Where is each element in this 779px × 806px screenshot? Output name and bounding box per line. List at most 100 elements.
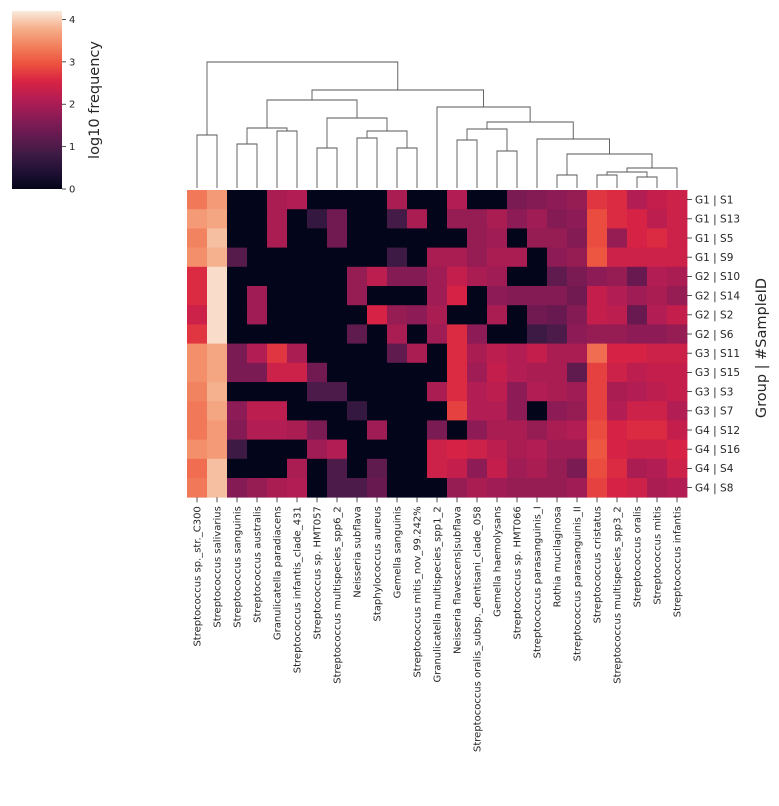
heatmap-cell (447, 401, 468, 421)
heatmap-cell (307, 382, 328, 402)
heatmap-cell (407, 266, 428, 287)
heatmap-cell (607, 190, 628, 210)
heatmap-cell (367, 439, 388, 460)
colorbar-label: log10 frequency (87, 41, 103, 159)
heatmap-cell (347, 286, 368, 306)
row-label: G2 | S6 (695, 329, 734, 341)
heatmap-cell (527, 305, 548, 325)
heatmap-cell (247, 401, 268, 421)
heatmap-cell (527, 420, 548, 440)
heatmap-cell (367, 478, 388, 498)
heatmap-cell (507, 247, 528, 268)
heatmap-cell (447, 324, 468, 344)
heatmap-cell (367, 420, 388, 440)
heatmap-cell (207, 324, 228, 344)
heatmap-cell (247, 209, 268, 229)
heatmap-cell (447, 382, 468, 402)
heatmap-cell (267, 362, 288, 383)
heatmap-cell (387, 190, 408, 210)
heatmap-cell (407, 478, 428, 498)
heatmap-cell (187, 439, 208, 460)
row-label: G2 | S2 (695, 310, 733, 322)
heatmap-cell (487, 439, 508, 460)
heatmap-cell (387, 324, 408, 344)
heatmap-cell (327, 266, 348, 287)
heatmap-cell (447, 478, 468, 498)
heatmap-cell (267, 401, 288, 421)
heatmap-cell (587, 478, 608, 498)
heatmap-cell (487, 362, 508, 383)
heatmap-cell (407, 209, 428, 229)
column-label: Streptococcus sp. HMT057 (313, 506, 324, 639)
heatmap-cell (327, 286, 348, 306)
heatmap-cell (667, 382, 688, 402)
heatmap-cell (567, 247, 588, 268)
heatmap-cell (307, 305, 328, 325)
heatmap-cell (367, 458, 388, 479)
heatmap-cells (187, 190, 688, 498)
heatmap-cell (547, 420, 568, 440)
heatmap-cell (547, 324, 568, 344)
heatmap-cell (427, 362, 448, 383)
dendrogram-link (276, 130, 298, 188)
heatmap-cell (467, 382, 488, 402)
heatmap-cell (327, 478, 348, 498)
heatmap-cell (507, 266, 528, 287)
heatmap-cell (307, 362, 328, 383)
heatmap-cell (647, 305, 668, 325)
column-label: Rothia mucilaginosa (553, 506, 564, 607)
heatmap-cell (627, 228, 648, 248)
column-label: Streptococcus infantis_clade_431 (293, 506, 304, 673)
heatmap-cell (247, 190, 268, 210)
y-axis-label: Group | #SampleID (754, 278, 770, 418)
heatmap-cell (407, 458, 428, 479)
heatmap-cell (587, 190, 608, 210)
heatmap-cell (227, 458, 248, 479)
heatmap-cell (267, 247, 288, 268)
heatmap-cell (227, 286, 248, 306)
heatmap-cell (507, 458, 528, 479)
heatmap-cell (307, 478, 328, 498)
heatmap-cell (567, 305, 588, 325)
heatmap-cell (267, 305, 288, 325)
heatmap-cell (287, 209, 308, 229)
heatmap-cell (447, 266, 468, 287)
heatmap-cell (487, 343, 508, 364)
heatmap-cell (607, 286, 628, 306)
heatmap-cell (567, 401, 588, 421)
heatmap-cell (507, 228, 528, 248)
heatmap-cell (387, 209, 408, 229)
heatmap-cell (487, 228, 508, 248)
heatmap-cell (627, 382, 648, 402)
row-labels: G1 | S1 G1 | S13 G1 | S5 G1 | S9 G2 | S10 G2 … (687, 194, 740, 494)
heatmap-cell (587, 228, 608, 248)
heatmap-cell (187, 266, 208, 287)
heatmap-cell (267, 190, 288, 210)
heatmap-cell (207, 228, 228, 248)
heatmap-cell (207, 209, 228, 229)
heatmap-cell (307, 343, 328, 364)
row-label: G3 | S11 (695, 348, 740, 360)
heatmap-cell (547, 305, 568, 325)
heatmap-cell (347, 305, 368, 325)
heatmap-cell (527, 266, 548, 287)
heatmap-cell (587, 362, 608, 383)
heatmap-cell (267, 324, 288, 344)
heatmap-cell (667, 190, 688, 210)
heatmap-cell (427, 382, 448, 402)
dendrogram-link (486, 121, 574, 139)
dendrogram-link (311, 89, 485, 107)
heatmap-cell (467, 209, 488, 229)
heatmap-cell (467, 439, 488, 460)
heatmap-cell (247, 478, 268, 498)
heatmap-cell (647, 382, 668, 402)
heatmap-cell (227, 266, 248, 287)
heatmap-cell (207, 343, 228, 364)
heatmap-cell (407, 343, 428, 364)
heatmap-cell (627, 439, 648, 460)
heatmap-cell (587, 420, 608, 440)
heatmap-cell (187, 228, 208, 248)
heatmap-cell (327, 420, 348, 440)
heatmap-cell (667, 343, 688, 364)
heatmap-cell (667, 228, 688, 248)
